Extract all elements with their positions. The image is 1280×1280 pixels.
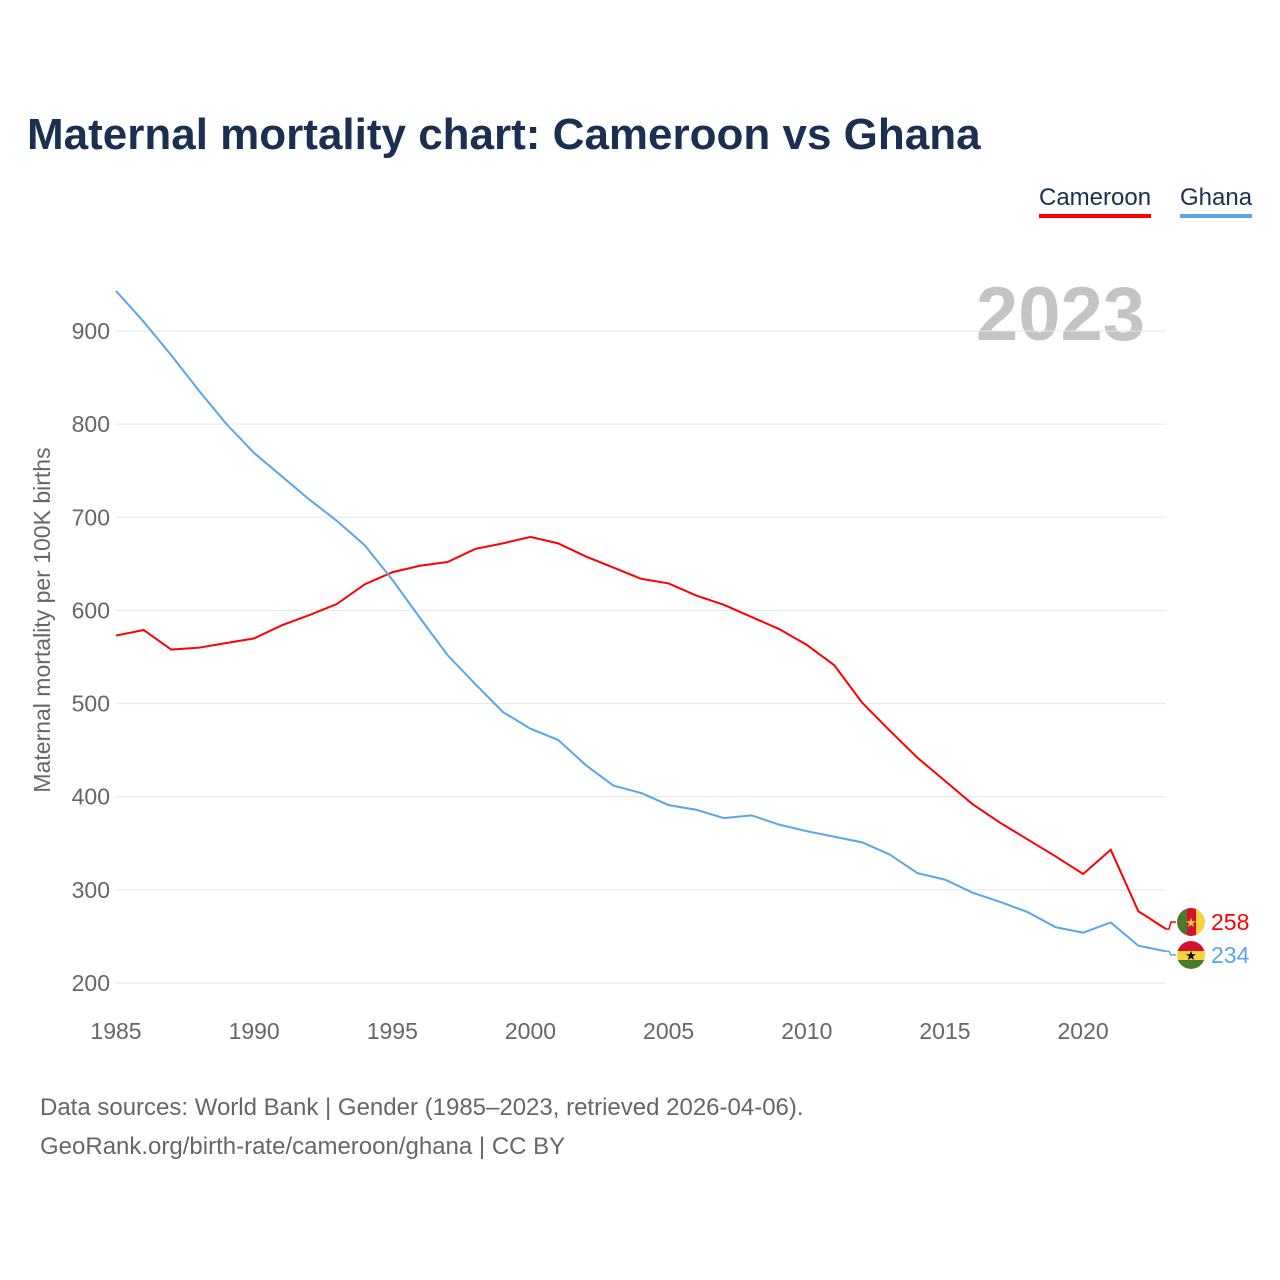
ghana-flag-icon: ★	[1177, 941, 1205, 969]
y-tick-label: 600	[72, 597, 110, 623]
y-tick-label: 400	[72, 784, 110, 810]
source-line-1: Data sources: World Bank | Gender (1985–…	[40, 1094, 804, 1121]
source-note: Data sources: World Bank | Gender (1985–…	[40, 1088, 804, 1166]
legend-cameroon[interactable]: Cameroon	[1039, 184, 1152, 218]
series-line-ghana	[115, 290, 1167, 953]
svg-text:★: ★	[1185, 948, 1197, 963]
x-tick-label: 2000	[505, 1018, 556, 1044]
x-tick-label: 2015	[919, 1018, 970, 1044]
chart-title: Maternal mortality chart: Cameroon vs Gh…	[27, 110, 981, 159]
end-value-label: 258	[1211, 909, 1249, 935]
legend-ghana[interactable]: Ghana	[1180, 184, 1253, 218]
y-tick-label: 800	[72, 411, 110, 437]
end-value-label: 234	[1211, 942, 1250, 968]
y-tick-label: 900	[72, 318, 110, 344]
year-watermark: 2023	[976, 272, 1145, 357]
cameroon-flag-icon: ★	[1177, 908, 1205, 936]
source-line-2[interactable]: GeoRank.org/birth-rate/cameroon/ghana | …	[40, 1133, 566, 1160]
x-tick-label: 2005	[643, 1018, 694, 1044]
end-connector	[1166, 921, 1176, 930]
x-tick-label: 1985	[90, 1018, 141, 1044]
series-line-cameroon	[115, 535, 1167, 930]
x-tick-label: 1995	[367, 1018, 418, 1044]
y-axis-label: Maternal mortality per 100K births	[29, 447, 55, 792]
svg-text:★: ★	[1185, 915, 1197, 930]
x-tick-label: 1990	[229, 1018, 280, 1044]
y-tick-label: 500	[72, 691, 110, 717]
y-tick-label: 700	[72, 504, 110, 530]
x-tick-label: 2010	[781, 1018, 832, 1044]
end-connector	[1166, 950, 1176, 956]
y-tick-label: 300	[72, 877, 110, 903]
x-tick-label: 2020	[1058, 1018, 1109, 1044]
y-tick-label: 200	[72, 970, 110, 996]
